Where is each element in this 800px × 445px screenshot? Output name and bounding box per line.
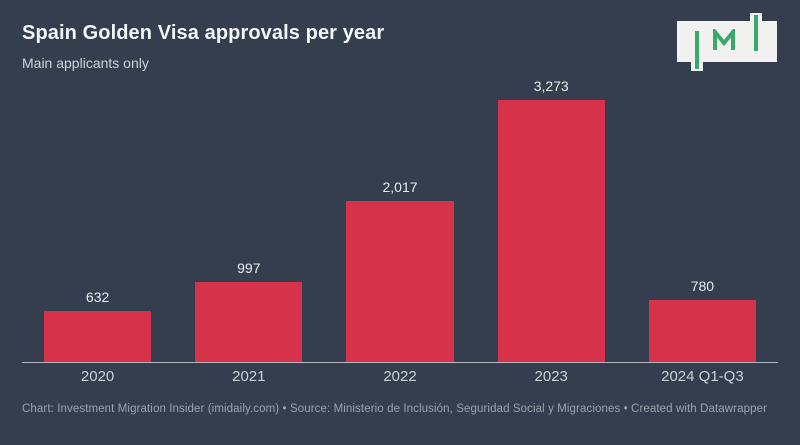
bar-2021[interactable]	[195, 282, 303, 362]
x-axis-labels: 2020 2021 2022 2023 2024 Q1-Q3	[22, 368, 778, 385]
bar-2024 Q1-Q3[interactable]	[648, 300, 757, 362]
imi-logo-letter-m	[713, 29, 735, 50]
x-axis-tick-label: 2024 Q1-Q3	[661, 368, 744, 385]
x-axis-tick-label: 2022	[383, 368, 417, 385]
bar-2020[interactable]	[43, 311, 152, 362]
bar-value-label: 632	[85, 289, 110, 305]
bar-column: 3,273	[476, 78, 627, 362]
chart-title: Spain Golden Visa approvals per year	[22, 22, 385, 44]
x-axis-tick-label: 2023	[534, 368, 568, 385]
bar-value-label: 2,017	[382, 179, 418, 195]
imi-logo-letter-i-right	[754, 15, 758, 51]
x-axis-line	[22, 362, 778, 363]
imi-logo	[677, 13, 781, 71]
attribution-footer: Chart: Investment Migration Insider (imi…	[22, 403, 768, 415]
bar-value-label: 3,273	[533, 78, 569, 94]
bar-2022[interactable]	[346, 201, 454, 362]
bar-value-label: 780	[690, 278, 715, 294]
bar-column: 780	[627, 78, 778, 362]
plot-area: 632 997 2,017 3,273 780	[22, 78, 778, 362]
x-axis-tick-label: 2021	[232, 368, 266, 385]
bar-2023[interactable]	[497, 100, 605, 362]
x-axis-tick-label: 2020	[80, 368, 115, 385]
chart-subtitle: Main applicants only	[22, 55, 149, 71]
chart-header: Spain Golden Visa approvals per year Mai…	[22, 22, 384, 71]
bar-value-label: 997	[237, 260, 261, 276]
imi-logo-letter-i-left	[695, 31, 699, 69]
bar-column: 2,017	[324, 78, 475, 362]
bar-column: 997	[173, 78, 324, 362]
bar-column: 632	[22, 78, 173, 362]
